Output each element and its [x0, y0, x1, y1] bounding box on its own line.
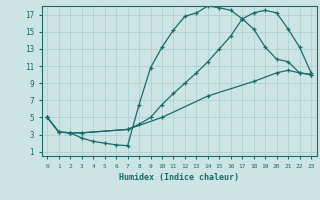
- X-axis label: Humidex (Indice chaleur): Humidex (Indice chaleur): [119, 173, 239, 182]
